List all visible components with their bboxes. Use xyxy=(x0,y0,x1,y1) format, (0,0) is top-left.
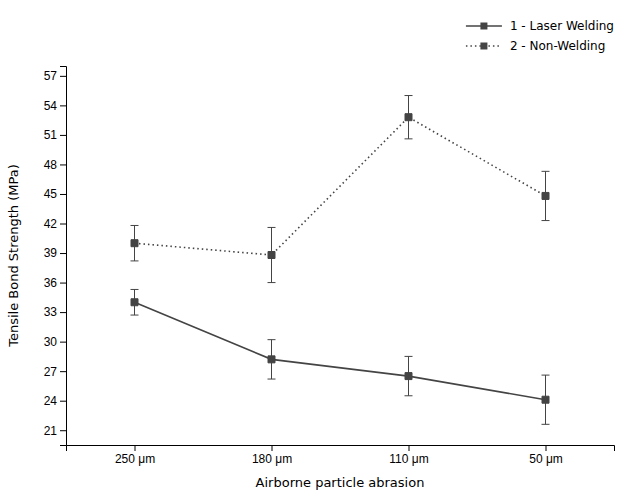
marker xyxy=(268,356,275,363)
y-axis-line xyxy=(60,67,67,446)
y-tick: 54 xyxy=(44,99,66,113)
marker xyxy=(542,192,549,199)
y-axis-title: Tensile Bond Strength (MPa) xyxy=(6,164,21,348)
y-tick-mark xyxy=(60,430,66,431)
series xyxy=(131,289,550,424)
y-tick-mark xyxy=(60,105,66,106)
y-tick-mark xyxy=(60,76,66,77)
plot: 250 μm 180 μm 110 μm 50 μm 21 24 27 30 33 36 39 42 4… xyxy=(44,67,615,466)
y-tick-mark xyxy=(60,312,66,313)
error-bar xyxy=(131,289,139,315)
marker xyxy=(268,252,275,259)
chart: 250 μm 180 μm 110 μm 50 μm 21 24 27 30 33 36 39 42 4… xyxy=(0,0,638,499)
series xyxy=(131,96,550,283)
y-tick-label: 42 xyxy=(44,217,58,231)
y-tick-mark xyxy=(60,342,66,343)
y-tick: 33 xyxy=(44,305,66,319)
y-tick: 42 xyxy=(44,217,66,231)
legend-label: 2 - Non-Welding xyxy=(510,39,605,53)
x-tick-mark xyxy=(272,445,273,451)
error-bar xyxy=(542,171,550,220)
y-tick-mark xyxy=(60,194,66,195)
legend-label: 1 - Laser Welding xyxy=(510,19,614,33)
y-axis: 21 24 27 30 33 36 39 42 45 48 51 54 57 xyxy=(44,67,67,446)
error-bar xyxy=(268,227,276,282)
y-tick-mark xyxy=(60,401,66,402)
y-tick: 57 xyxy=(44,69,66,83)
marker xyxy=(405,373,412,380)
y-tick-label: 24 xyxy=(44,394,58,408)
x-tick-label: 250 μm xyxy=(115,452,155,466)
x-tick: 50 μm xyxy=(529,445,563,466)
y-tick-label: 36 xyxy=(44,276,58,290)
marker xyxy=(131,240,138,247)
x-tick: 250 μm xyxy=(115,445,155,466)
marker xyxy=(131,299,138,306)
y-tick-label: 27 xyxy=(44,365,58,379)
error-bar xyxy=(405,356,413,395)
y-tick-label: 30 xyxy=(44,335,58,349)
legend-marker xyxy=(480,23,487,30)
error-bar xyxy=(405,96,413,139)
error-bar xyxy=(542,375,550,424)
y-tick-label: 39 xyxy=(44,246,58,260)
y-tick: 45 xyxy=(44,187,66,201)
y-tick: 24 xyxy=(44,394,66,408)
y-tick: 30 xyxy=(44,335,66,349)
y-tick: 51 xyxy=(44,128,66,142)
x-tick: 110 μm xyxy=(389,445,428,466)
y-tick: 27 xyxy=(44,365,66,379)
marks xyxy=(131,96,550,425)
y-tick-label: 45 xyxy=(44,187,58,201)
legend-item: 1 - Laser Welding xyxy=(466,19,614,33)
y-tick: 48 xyxy=(44,158,66,172)
y-tick-mark xyxy=(60,253,66,254)
y-tick-mark xyxy=(60,164,66,165)
x-tick-mark xyxy=(546,445,547,451)
x-tick-label: 50 μm xyxy=(529,452,563,466)
error-bar xyxy=(131,225,139,260)
y-tick-label: 54 xyxy=(44,99,58,113)
marker xyxy=(542,396,549,403)
y-tick: 39 xyxy=(44,246,66,260)
y-tick-mark xyxy=(60,371,66,372)
series-line xyxy=(135,117,546,255)
legend-item: 2 - Non-Welding xyxy=(466,39,605,53)
x-tick: 180 μm xyxy=(252,445,292,466)
x-tick-label: 110 μm xyxy=(389,452,428,466)
y-tick-label: 21 xyxy=(44,424,58,438)
y-tick-label: 33 xyxy=(44,305,58,319)
y-tick-label: 48 xyxy=(44,158,58,172)
x-axis-line xyxy=(67,446,615,452)
marker xyxy=(405,114,412,121)
legend: 1 - Laser Welding 2 - Non-Welding xyxy=(466,19,614,53)
x-tick-label: 180 μm xyxy=(252,452,292,466)
series-line xyxy=(135,302,546,399)
x-axis-title: Airborne particle abrasion xyxy=(256,475,425,490)
legend-marker xyxy=(480,43,487,50)
y-tick-mark xyxy=(60,135,66,136)
x-axis: 250 μm 180 μm 110 μm 50 μm xyxy=(67,445,615,466)
y-tick: 36 xyxy=(44,276,66,290)
y-tick-label: 57 xyxy=(44,69,58,83)
y-tick: 21 xyxy=(44,424,66,438)
x-tick-mark xyxy=(409,445,410,451)
error-bar xyxy=(268,340,276,379)
y-tick-label: 51 xyxy=(44,128,58,142)
y-tick-mark xyxy=(60,224,66,225)
y-tick-mark xyxy=(60,283,66,284)
x-tick-mark xyxy=(135,445,136,451)
